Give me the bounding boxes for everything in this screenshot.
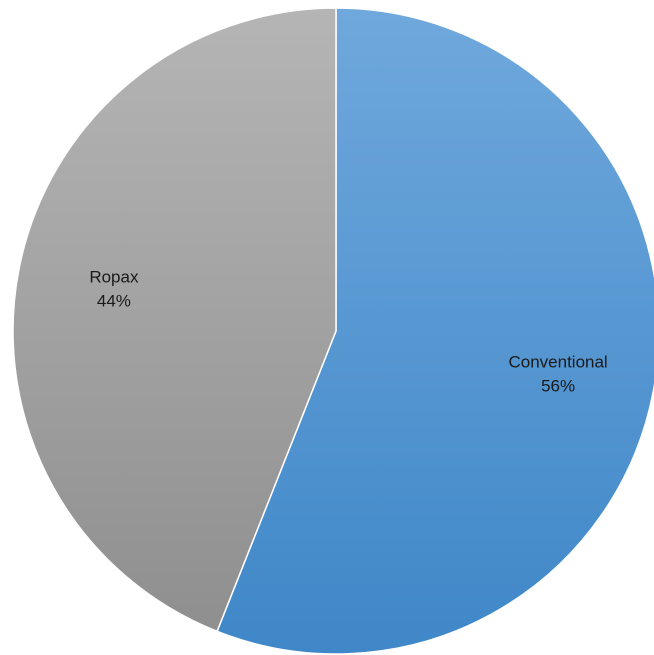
pie-labels: Conventional 56% Ropax 44%: [89, 268, 607, 396]
pie-slice-conventional: [216, 7, 654, 655]
slice-percent-label: 44%: [97, 292, 131, 311]
pie-label-ropax: Ropax 44%: [89, 268, 139, 311]
pie-slices: [12, 7, 654, 655]
pie-label-conventional: Conventional 56%: [508, 352, 607, 395]
slice-category-label: Conventional: [508, 352, 607, 371]
slice-percent-label: 56%: [541, 376, 575, 395]
pie-slice-ropax: [12, 7, 337, 633]
slice-category-label: Ropax: [89, 268, 139, 287]
